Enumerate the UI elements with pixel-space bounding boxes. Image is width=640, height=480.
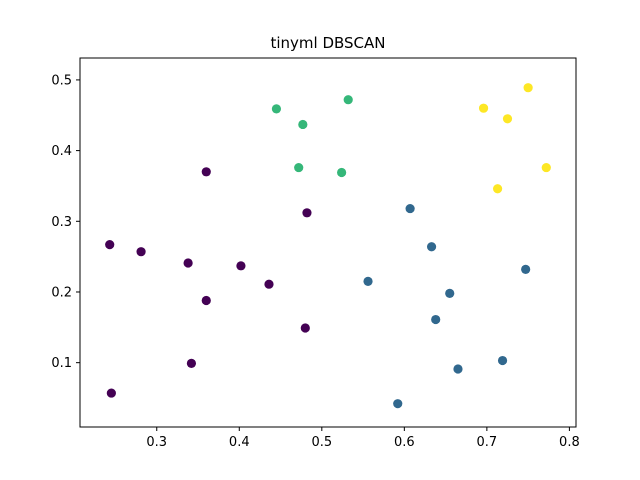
y-tick-label: 0.1 [51,356,72,371]
data-point-cluster-1 [393,399,403,409]
data-point-cluster-0 [201,167,211,177]
chart-title: tinyml DBSCAN [270,34,385,52]
y-tick-label: 0.5 [51,73,72,88]
data-point-cluster-0 [300,323,310,333]
data-points [105,83,551,409]
data-point-cluster-2 [271,104,282,114]
data-point-cluster-1 [445,288,455,298]
data-point-cluster-0 [136,247,146,257]
data-point-cluster-2 [298,119,308,130]
data-point-cluster-0 [183,258,193,268]
y-tick-label: 0.2 [51,285,72,300]
data-point-cluster-2 [343,95,353,105]
data-point-cluster-3 [478,103,489,113]
data-point-cluster-0 [201,295,211,306]
data-point-cluster-1 [363,276,373,286]
data-point-cluster-1 [405,203,415,214]
data-point-cluster-0 [105,240,115,250]
data-point-cluster-0 [302,208,312,218]
data-point-cluster-3 [541,162,551,173]
data-point-cluster-1 [521,264,531,274]
data-point-cluster-3 [502,114,513,124]
data-point-cluster-3 [523,83,533,93]
x-tick-label: 0.6 [394,435,415,450]
x-tick-label: 0.3 [146,435,167,450]
data-point-cluster-0 [186,358,197,368]
x-tick-label: 0.5 [311,435,332,450]
data-point-cluster-2 [294,162,304,173]
data-point-cluster-3 [492,184,503,194]
data-point-cluster-1 [497,355,508,366]
data-point-cluster-1 [431,314,441,325]
axis-ticks: 0.3 0.4 0.5 0.6 0.7 0.8 0.1 0.2 0.3 0.4 0.5 [51,73,579,450]
data-point-cluster-1 [453,364,463,374]
data-point-cluster-2 [337,167,347,178]
x-tick-label: 0.7 [477,435,498,450]
plot-area-frame [79,57,577,428]
data-point-cluster-0 [264,279,274,289]
y-tick-label: 0.3 [51,215,72,230]
data-point-cluster-0 [106,388,116,398]
data-point-cluster-0 [236,261,246,271]
y-tick-label: 0.4 [51,144,72,159]
x-tick-label: 0.4 [229,435,250,450]
data-point-cluster-1 [426,242,437,252]
x-tick-label: 0.8 [559,435,580,450]
